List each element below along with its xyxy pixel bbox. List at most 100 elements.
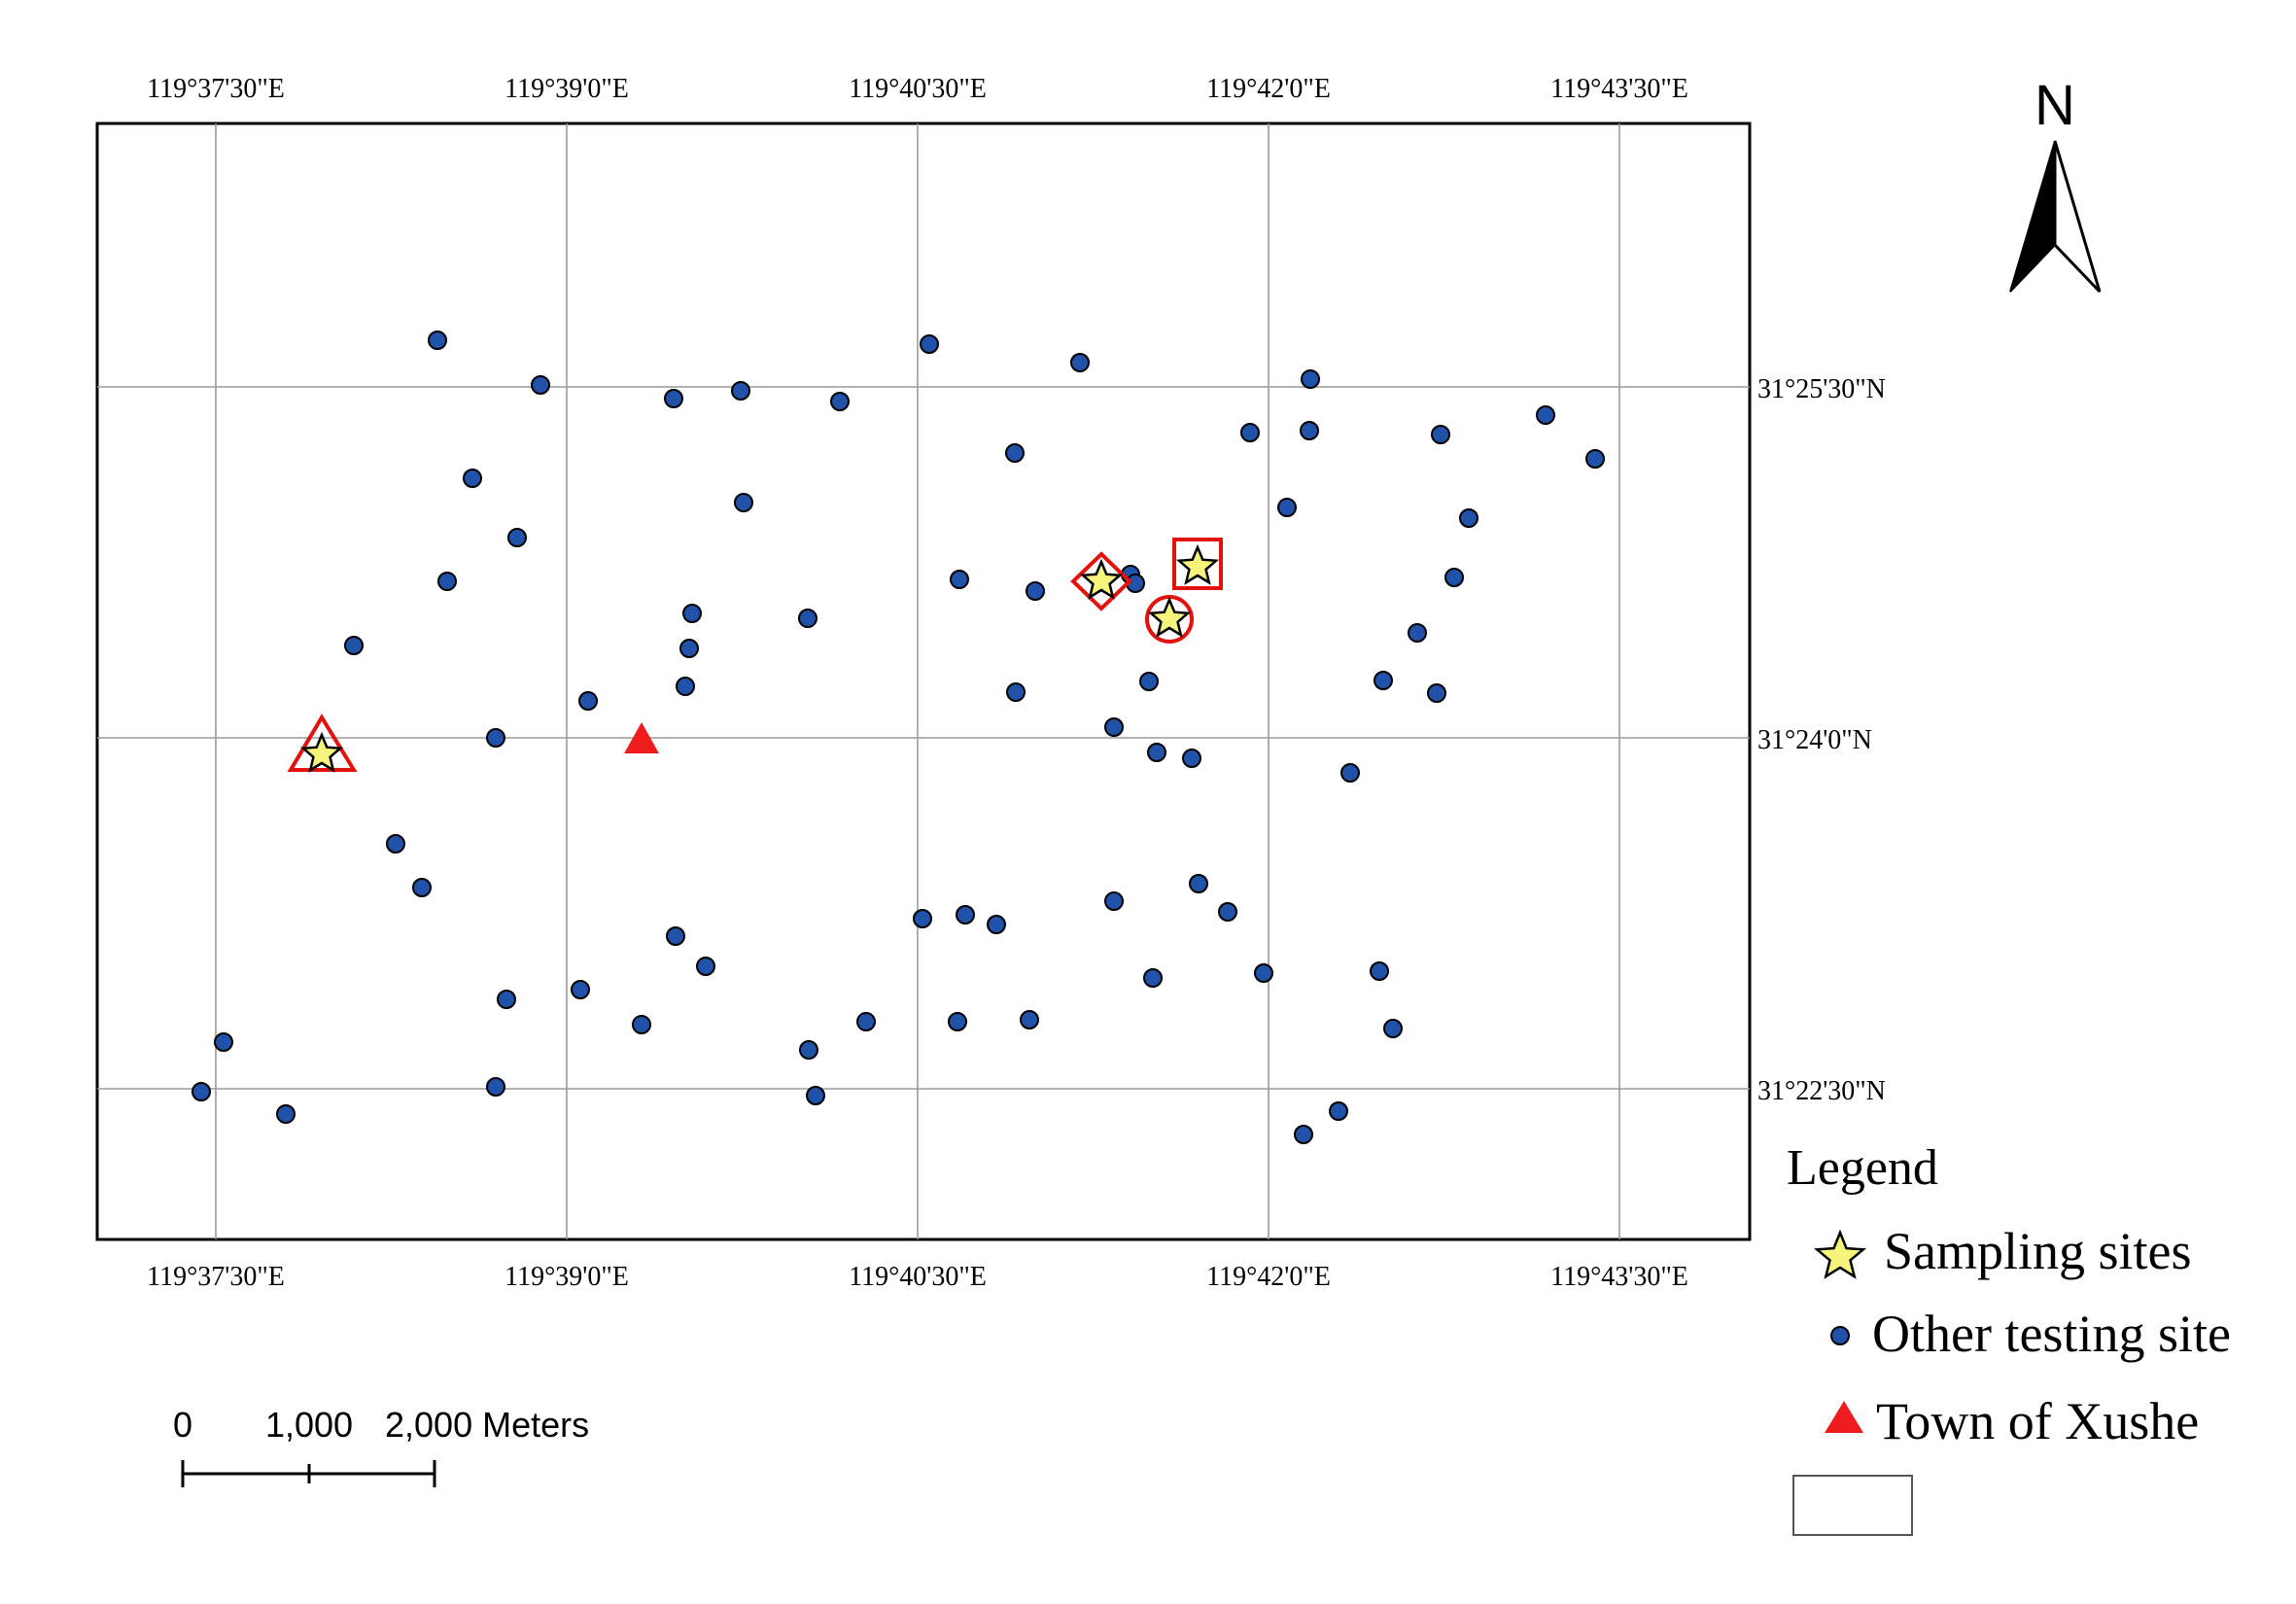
north-arrow: N bbox=[2009, 74, 2102, 294]
testing-site-dot bbox=[632, 1015, 651, 1034]
testing-site-dot bbox=[1300, 421, 1319, 440]
triangle-icon bbox=[1825, 1401, 1863, 1433]
star-icon bbox=[1814, 1229, 1866, 1279]
legend-label-testing: Other testing site bbox=[1872, 1305, 2231, 1363]
testing-site-dot bbox=[679, 639, 699, 658]
testing-site-dot bbox=[1218, 902, 1237, 922]
testing-site-dot bbox=[734, 493, 753, 512]
star-icon bbox=[1147, 596, 1192, 638]
testing-site-dot bbox=[1301, 369, 1320, 389]
testing-site-dot bbox=[1431, 425, 1450, 444]
testing-site-dot bbox=[386, 834, 405, 854]
scale-label-0: 0 bbox=[173, 1405, 192, 1445]
legend-empty-box bbox=[1792, 1475, 1913, 1536]
testing-site-dot bbox=[913, 909, 932, 928]
scale-bar: 0 1,000 2,000 Meters bbox=[173, 1405, 589, 1487]
testing-site-dot bbox=[956, 905, 975, 924]
testing-site-dot bbox=[830, 392, 850, 411]
town-xushe-marker bbox=[624, 722, 659, 753]
testing-site-dot bbox=[676, 677, 695, 696]
testing-site-dot bbox=[1383, 1019, 1403, 1038]
lon-label-top-3: 119°40'30"E bbox=[849, 74, 987, 104]
testing-site-dot bbox=[1005, 443, 1025, 463]
testing-site-dot bbox=[950, 570, 969, 589]
testing-sites-layer bbox=[191, 331, 1605, 1144]
testing-site-dot bbox=[1020, 1010, 1039, 1029]
testing-site-dot bbox=[1277, 498, 1297, 517]
testing-site-dot bbox=[1189, 874, 1208, 893]
testing-site-dot bbox=[948, 1012, 967, 1031]
testing-site-dot bbox=[1408, 623, 1427, 643]
testing-site-dot bbox=[1444, 568, 1464, 587]
testing-site-dot bbox=[856, 1012, 876, 1031]
testing-site-dot bbox=[666, 926, 685, 946]
sampling-site-circle bbox=[1145, 595, 1194, 644]
lat-label-2: 31°24'0"N bbox=[1757, 725, 1872, 755]
star-icon bbox=[1175, 543, 1220, 585]
lon-label-bottom-2: 119°39'0"E bbox=[504, 1262, 629, 1292]
lon-label-top-2: 119°39'0"E bbox=[504, 74, 629, 104]
sampling-site-diamond bbox=[1070, 551, 1132, 611]
testing-site-dot bbox=[696, 957, 715, 976]
testing-site-dot bbox=[1536, 405, 1555, 425]
north-arrow-left-half-icon bbox=[2009, 140, 2056, 293]
testing-site-dot bbox=[1006, 682, 1026, 702]
lon-label-top-4: 119°42'0"E bbox=[1206, 74, 1331, 104]
testing-site-dot bbox=[1374, 671, 1393, 690]
map-frame bbox=[95, 122, 1752, 1241]
scale-label-2000: 2,000 Meters bbox=[385, 1405, 589, 1445]
testing-site-dot bbox=[191, 1082, 211, 1101]
lon-label-top-5: 119°43'30"E bbox=[1550, 74, 1688, 104]
testing-site-dot bbox=[1370, 961, 1389, 981]
testing-site-dot bbox=[214, 1032, 233, 1052]
star-icon bbox=[1079, 558, 1124, 600]
testing-site-dot bbox=[578, 691, 598, 711]
testing-site-dot bbox=[1340, 763, 1360, 783]
testing-site-dot bbox=[428, 331, 447, 350]
testing-site-dot bbox=[486, 728, 505, 748]
testing-site-dot bbox=[531, 375, 550, 395]
testing-site-dot bbox=[1104, 717, 1124, 737]
lon-label-top-1: 119°37'30"E bbox=[147, 74, 285, 104]
dot-icon bbox=[1830, 1326, 1850, 1345]
testing-site-dot bbox=[799, 1040, 818, 1060]
star-icon bbox=[299, 731, 344, 773]
north-label: N bbox=[2035, 74, 2075, 137]
lon-label-bottom-3: 119°40'30"E bbox=[849, 1262, 987, 1292]
sampling-site-triangle bbox=[287, 714, 358, 773]
sampling-site-square bbox=[1172, 538, 1223, 590]
legend-label-town: Town of Xushe bbox=[1876, 1392, 2199, 1450]
lon-label-bottom-4: 119°42'0"E bbox=[1206, 1262, 1331, 1292]
testing-site-dot bbox=[1143, 968, 1163, 988]
lat-label-1: 31°25'30"N bbox=[1757, 374, 1886, 404]
testing-site-dot bbox=[1182, 749, 1201, 768]
testing-site-dot bbox=[1294, 1125, 1313, 1144]
testing-site-dot bbox=[507, 528, 527, 547]
testing-site-dot bbox=[806, 1086, 825, 1105]
lon-label-bottom-5: 119°43'30"E bbox=[1550, 1262, 1688, 1292]
testing-site-dot bbox=[1070, 353, 1090, 372]
testing-site-dot bbox=[682, 604, 702, 623]
legend: Legend Sampling sites Other testing site… bbox=[1787, 1140, 2231, 1536]
testing-site-dot bbox=[1147, 743, 1166, 762]
testing-site-dot bbox=[412, 878, 432, 897]
testing-site-dot bbox=[344, 636, 364, 655]
testing-site-dot bbox=[731, 381, 750, 401]
testing-site-dot bbox=[1427, 683, 1446, 703]
testing-site-dot bbox=[1026, 581, 1045, 601]
legend-label-sampling: Sampling sites bbox=[1884, 1222, 2192, 1280]
lat-label-3: 31°22'30"N bbox=[1757, 1076, 1886, 1106]
testing-site-dot bbox=[987, 915, 1006, 934]
graticule bbox=[97, 123, 1750, 1239]
north-arrow-right-half-icon bbox=[2053, 140, 2102, 294]
legend-title: Legend bbox=[1787, 1140, 1938, 1196]
testing-site-dot bbox=[664, 389, 683, 408]
testing-site-dot bbox=[1585, 449, 1605, 469]
testing-site-dot bbox=[798, 609, 818, 628]
testing-site-dot bbox=[1254, 963, 1273, 983]
testing-site-dot bbox=[1459, 508, 1478, 528]
testing-site-dot bbox=[463, 469, 482, 488]
testing-site-dot bbox=[1240, 423, 1260, 442]
lon-label-bottom-1: 119°37'30"E bbox=[147, 1262, 285, 1292]
